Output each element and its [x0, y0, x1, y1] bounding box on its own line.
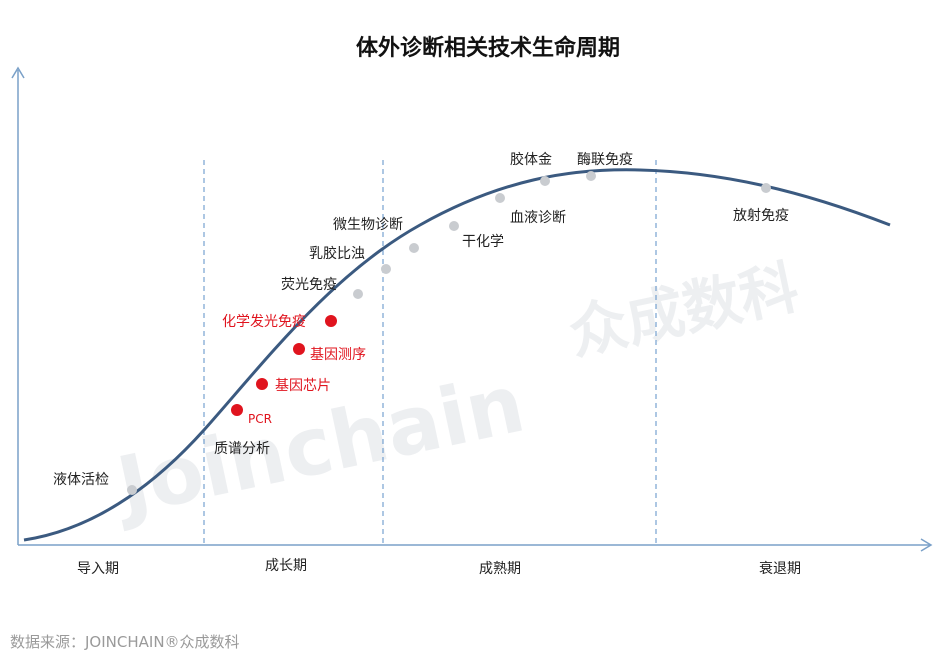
dot-pcr — [231, 404, 243, 416]
watermark: Joinchain 众成数科 — [105, 253, 804, 534]
dot-gene-chip — [256, 378, 268, 390]
dot-liquid-biopsy — [127, 485, 137, 495]
label-latex-turbidimetry: 乳胶比浊 — [309, 245, 365, 262]
label-elisa: 酶联免疫 — [577, 152, 633, 168]
dot-microbiology — [409, 243, 419, 253]
phase-label-maturity: 成熟期 — [479, 561, 521, 577]
label-microbiology: 微生物诊断 — [333, 217, 403, 233]
dot-elisa — [586, 171, 596, 181]
label-radioimmunoassay: 放射免疫 — [733, 208, 789, 224]
dot-colloidal-gold — [540, 176, 550, 186]
label-liquid-biopsy: 液体活检 — [53, 472, 109, 488]
dot-gene-sequencing — [293, 343, 305, 355]
label-pcr: PCR — [248, 412, 272, 426]
label-chemiluminescence: 化学发光免疫 — [222, 314, 306, 330]
phase-label-growth: 成长期 — [265, 558, 307, 574]
label-gene-chip: 基因芯片 — [275, 377, 331, 394]
dot-radioimmunoassay — [761, 183, 771, 193]
y-axis-arrow — [11, 66, 25, 79]
label-blood-diagnosis: 血液诊断 — [510, 210, 566, 226]
x-axis-arrow — [920, 538, 933, 552]
label-dry-chemistry: 干化学 — [462, 234, 504, 250]
phase-labels: 导入期 成长期 成熟期 衰退期 — [77, 558, 801, 577]
label-gene-sequencing: 基因测序 — [310, 346, 366, 363]
lifecycle-curve — [23, 168, 891, 542]
dot-dry-chemistry — [449, 221, 459, 231]
dot-chemiluminescence — [325, 315, 337, 327]
phase-dividers — [203, 160, 657, 545]
label-fluorescence: 荧光免疫 — [281, 276, 337, 293]
label-colloidal-gold: 胶体金 — [510, 151, 552, 168]
phase-label-decline: 衰退期 — [759, 560, 801, 577]
watermark-chinese: 众成数科 — [563, 253, 804, 368]
dot-fluorescence — [353, 289, 363, 299]
diagram-title: 体外诊断相关技术生命周期 — [356, 35, 620, 61]
source-note: 数据来源：JOINCHAIN®众成数科 — [10, 633, 240, 651]
label-mass-spectrometry: 质谱分析 — [214, 441, 270, 457]
dot-latex-turbidimetry — [381, 264, 391, 274]
technology-points — [127, 171, 771, 495]
phase-label-intro: 导入期 — [77, 561, 119, 577]
technology-labels: 液体活检 质谱分析 PCR 基因芯片 基因测序 化学发光免疫 荧光免疫 乳胶比浊… — [53, 151, 789, 488]
dot-blood-diagnosis — [495, 193, 505, 203]
axes — [11, 66, 933, 552]
